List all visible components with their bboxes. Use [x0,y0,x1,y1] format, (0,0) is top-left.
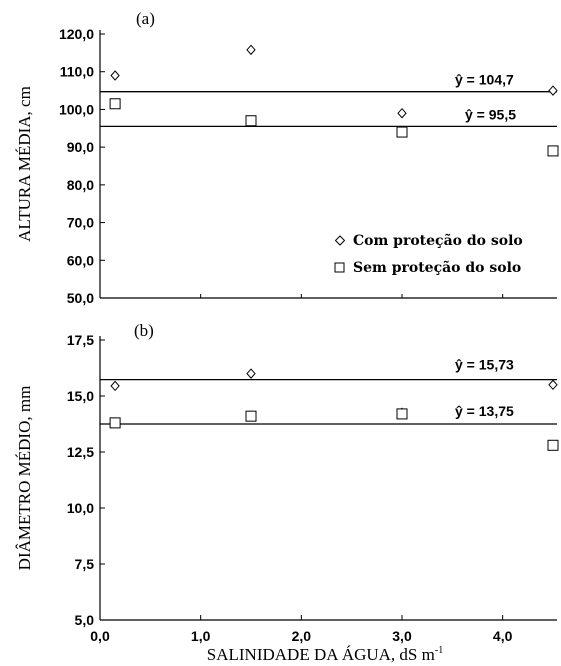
x-tick-label: 1,0 [191,628,211,644]
fit-equation: ŷ = 15,73 [455,357,514,373]
panel-b-x-ticks: 0,0 1,0 2,0 3,0 4,0 [90,615,513,644]
legend-item-sem-protecao: Sem proteção do solo [334,259,521,276]
diamond-point [246,368,256,379]
legend-square-marker [334,262,345,273]
y-tick-label: 10,0 [67,500,94,516]
x-axis-label: SALINIDADE DA ÁGUA, dS m-1 [207,645,443,664]
fit-equation: ŷ = 13,75 [455,403,514,419]
panel-a-y-axis-label: ALTURA MÉDIA, cm [15,86,34,242]
panel-b: (b) DIÂMETRO MÉDIO, mm 5,0 7,5 10,0 12,5 15,… [15,321,559,664]
panel-b-points [109,368,559,451]
y-tick-label: 90,0 [67,139,94,155]
y-tick-label: 12,5 [67,444,94,460]
diamond-point [110,70,120,81]
y-tick-label: 70,0 [67,215,94,231]
panel-b-fit-lines: ŷ = 15,73 ŷ = 13,75 [100,357,557,425]
y-tick-label: 80,0 [67,177,94,193]
diamond-point [246,44,256,56]
square-point [547,439,559,451]
square-point [109,417,121,429]
panel-b-label: (b) [134,321,154,340]
y-tick-label: 60,0 [67,252,94,268]
square-point [245,115,257,127]
y-tick-label: 50,0 [67,290,94,306]
panel-a-points [109,44,559,157]
panel-b-y-axis-label: DIÂMETRO MÉDIO, mm [15,386,34,571]
legend-label-com-protecao: Com proteção do solo [353,232,523,249]
panel-a-label: (a) [136,9,155,28]
fit-equation: ŷ = 104,7 [455,72,514,88]
panel-a-y-ticks: 50,0 60,0 70,0 80,0 90,0 100,0 110,0 120,0 [59,26,504,306]
y-tick-label: 17,5 [67,332,94,348]
y-tick-label: 120,0 [59,26,94,42]
square-point [547,145,559,157]
x-tick-label: 0,0 [90,628,110,644]
diamond-point [397,107,407,119]
legend-label-sem-protecao: Sem proteção do solo [353,259,521,276]
diamond-point [110,380,120,392]
x-axis-label-text: SALINIDADE DA ÁGUA, dS m [207,645,435,664]
legend-diamond-marker [334,235,346,246]
legend: Com proteção do solo Sem proteção do sol… [334,232,523,276]
square-point [396,126,408,138]
diamond-point [548,379,558,391]
fit-equation: ŷ = 95,5 [465,106,516,122]
square-point [109,98,121,110]
x-tick-label: 4,0 [493,628,513,644]
y-tick-label: 5,0 [75,612,95,628]
square-point [245,410,257,422]
y-tick-label: 100,0 [59,101,94,117]
panel-a: (a) ALTURA MÉDIA, cm 50,0 60,0 70,0 80,0 90,… [15,9,559,306]
x-tick-label: 2,0 [292,628,312,644]
y-tick-label: 15,0 [67,388,94,404]
legend-item-com-protecao: Com proteção do solo [334,232,523,249]
y-tick-label: 110,0 [60,64,94,80]
panel-b-y-ticks: 5,0 7,5 10,0 12,5 15,0 17,5 [67,332,105,628]
x-axis-label-superscript: -1 [435,645,443,656]
diamond-point [548,85,558,96]
square-point [396,408,408,420]
panel-a-fit-lines: ŷ = 104,7 ŷ = 95,5 [100,72,557,128]
y-tick-label: 7,5 [75,556,95,572]
x-tick-label: 3,0 [392,628,412,644]
